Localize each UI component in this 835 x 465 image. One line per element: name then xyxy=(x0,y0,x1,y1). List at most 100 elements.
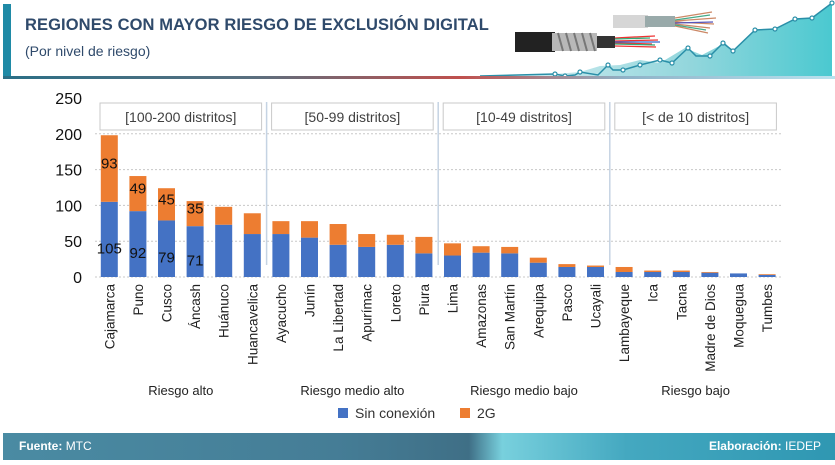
bar-sin-conexion xyxy=(415,253,433,277)
x-tick-label: Tumbes xyxy=(760,284,775,333)
bar-sin-conexion xyxy=(758,274,776,277)
data-label: 79 xyxy=(158,250,175,267)
bar-sin-conexion xyxy=(501,253,519,277)
x-tick-label: Piura xyxy=(417,284,432,316)
bar-sin-conexion xyxy=(186,226,204,277)
bar-2g xyxy=(186,201,204,227)
x-tick-label: Loreto xyxy=(388,284,403,322)
credit-label: Elaboración: xyxy=(708,439,782,453)
x-tick-label: Huancavelica xyxy=(245,284,260,366)
x-axis-labels: Cajamarca Puno Cusco Áncash Huánuco Huancavel… xyxy=(102,284,775,372)
bar-2g xyxy=(215,206,233,225)
bar-2g xyxy=(472,246,490,253)
x-tick-label: La Libertad xyxy=(331,284,346,352)
data-label: 71 xyxy=(187,253,204,270)
bar-2g xyxy=(444,243,461,256)
header: REGIONES CON MAYOR RIESGO DE EXCLUSIÓN D… xyxy=(0,0,835,80)
section-box xyxy=(614,102,777,131)
group-label: Riesgo bajo xyxy=(661,383,730,398)
section-box xyxy=(99,102,263,131)
header-accent-bar xyxy=(3,4,11,78)
bar-sin-conexion xyxy=(730,273,747,277)
section-label: [10-49 distritos] xyxy=(476,109,572,125)
bar-2g xyxy=(701,271,719,273)
bar-sin-conexion xyxy=(100,201,118,277)
x-tick-label: Junín xyxy=(303,284,318,317)
chart-subtitle: (Por nivel de riesgo) xyxy=(25,43,151,59)
x-tick-label: Cusco xyxy=(160,284,175,322)
cable-growth-illustration xyxy=(480,0,835,79)
gridlines xyxy=(95,133,782,278)
group-label: Riesgo medio bajo xyxy=(470,383,578,398)
data-label: 45 xyxy=(158,191,175,208)
bar-2g xyxy=(672,270,690,272)
data-labels: 105 93 92 49 79 45 71 35 xyxy=(97,156,204,270)
x-tick-label: Lima xyxy=(446,284,461,314)
chart-title: REGIONES CON MAYOR RIESGO DE EXCLUSIÓN D… xyxy=(25,16,489,34)
bar-sin-conexion xyxy=(615,271,633,277)
source-label: Fuente: xyxy=(19,439,63,453)
y-tick-label: 100 xyxy=(55,198,82,215)
section-label: [100-200 distritos] xyxy=(125,109,236,125)
group-label: Riesgo alto xyxy=(148,383,213,398)
legend-label: 2G xyxy=(477,405,496,421)
section-label: [< de 10 distritos] xyxy=(642,109,749,125)
source-note: Fuente: MTC xyxy=(19,439,92,453)
bar-2g xyxy=(158,188,175,221)
bar-sin-conexion xyxy=(529,262,547,277)
credit-value: IEDEP xyxy=(784,439,821,453)
x-tick-label: Ucayali xyxy=(589,284,604,328)
x-tick-label: Ica xyxy=(646,284,661,303)
group-labels: Riesgo alto Riesgo medio alto Riesgo medio… xyxy=(148,383,730,398)
bar-2g xyxy=(529,257,547,263)
x-tick-label: Tacna xyxy=(674,284,689,321)
source-value: MTC xyxy=(65,439,92,453)
bar-sin-conexion xyxy=(672,271,690,277)
bar-2g xyxy=(301,221,318,238)
legend-label: Sin conexión xyxy=(355,405,435,421)
x-tick-label: Lambayeque xyxy=(617,284,632,362)
bar-2g xyxy=(329,224,347,245)
y-tick-label: 50 xyxy=(64,234,82,251)
x-tick-label: Pasco xyxy=(560,284,575,322)
x-tick-label: Madre de Dios xyxy=(703,284,718,372)
bar-sin-conexion xyxy=(644,271,662,277)
x-tick-label: Arequipa xyxy=(531,284,546,339)
x-tick-label: Amazonas xyxy=(474,284,489,348)
bar-sin-conexion xyxy=(301,237,318,277)
x-tick-label: Moquegua xyxy=(732,284,747,348)
legend-swatch xyxy=(460,408,470,418)
bar-2g xyxy=(587,265,604,267)
bar-2g xyxy=(100,135,118,202)
bar-sin-conexion xyxy=(587,266,604,277)
bar-2g xyxy=(243,213,261,235)
y-tick-label: 200 xyxy=(55,127,82,144)
bar-sin-conexion xyxy=(158,220,175,277)
bar-sin-conexion xyxy=(558,266,576,277)
fiber-cable-icon xyxy=(515,32,660,52)
bar-sin-conexion xyxy=(272,234,290,277)
data-label: 49 xyxy=(130,181,147,198)
bar-2g xyxy=(358,234,376,247)
y-tick-label: 150 xyxy=(55,163,82,180)
growth-line xyxy=(480,2,833,77)
legend: Sin conexión 2G xyxy=(338,405,496,421)
bar-sin-conexion xyxy=(472,252,490,277)
bar-sin-conexion xyxy=(243,234,261,277)
header-divider xyxy=(3,76,835,79)
bar-2g xyxy=(558,264,576,267)
x-tick-label: Ayacucho xyxy=(274,284,289,343)
data-label: 93 xyxy=(101,156,118,173)
footer: Fuente: MTC Elaboración: IEDEP xyxy=(3,433,835,460)
growth-area xyxy=(480,3,832,78)
bar-sin-conexion xyxy=(444,255,461,277)
bar-2g xyxy=(501,246,519,254)
section-boxes: [100-200 distritos] [50-99 distritos] [10-… xyxy=(99,102,777,265)
bar-2g xyxy=(272,221,290,235)
bar-2g xyxy=(615,266,633,272)
y-tick-label: 250 xyxy=(55,91,82,108)
bar-sin-conexion xyxy=(329,244,347,277)
group-label: Riesgo medio alto xyxy=(300,383,404,398)
section-box xyxy=(271,102,434,131)
stacked-bar-chart: 0 50 100 150 200 250 [100-200 distritos] [50-9… xyxy=(55,91,782,421)
